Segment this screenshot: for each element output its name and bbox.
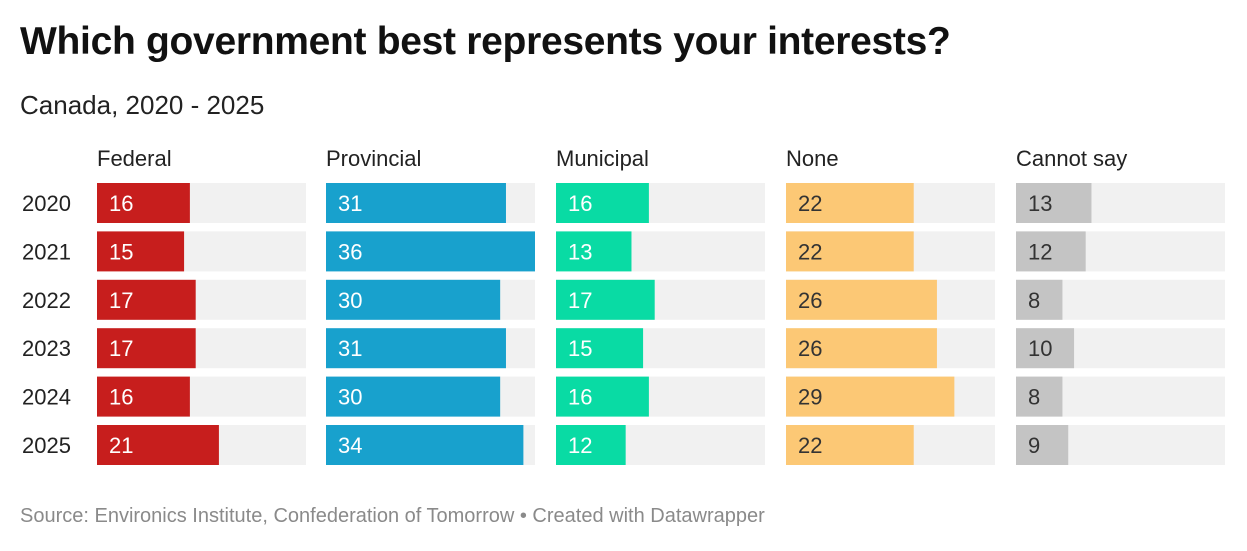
data-label: 22	[798, 239, 822, 264]
bar	[556, 183, 649, 223]
bar	[786, 231, 914, 272]
bar	[1016, 376, 1063, 417]
column-header: Cannot say	[1016, 146, 1127, 171]
chart-title: Which government best represents your in…	[20, 20, 951, 63]
data-label: 12	[568, 433, 592, 458]
chart-subtitle: Canada, 2020 - 2025	[20, 90, 265, 120]
column-header: Municipal	[556, 146, 649, 171]
data-label: 30	[338, 288, 362, 313]
bar	[326, 279, 501, 320]
bar	[97, 183, 190, 223]
data-label: 9	[1028, 433, 1040, 458]
data-label: 16	[109, 385, 133, 410]
data-label: 10	[1028, 336, 1052, 361]
bar	[556, 376, 649, 417]
bar	[556, 279, 655, 320]
bar	[1016, 279, 1063, 320]
bar	[786, 279, 937, 320]
bar	[786, 183, 914, 223]
data-label: 31	[338, 336, 362, 361]
data-label: 26	[798, 288, 822, 313]
bar	[97, 328, 196, 369]
bar	[97, 376, 190, 417]
bar	[556, 231, 632, 272]
data-label: 17	[109, 336, 133, 361]
data-label: 22	[798, 433, 822, 458]
data-label: 17	[109, 288, 133, 313]
column-header: None	[786, 146, 839, 171]
bar	[1016, 231, 1086, 272]
bar	[556, 425, 626, 465]
data-label: 12	[1028, 239, 1052, 264]
bar	[326, 376, 501, 417]
column-header: Federal	[97, 146, 172, 171]
row-label: 2022	[22, 288, 71, 313]
data-label: 22	[798, 191, 822, 216]
data-label: 8	[1028, 288, 1040, 313]
bar	[786, 425, 914, 465]
bar	[97, 231, 185, 272]
bar	[326, 183, 506, 223]
bar	[326, 425, 524, 465]
row-label: 2024	[22, 385, 71, 410]
data-label: 29	[798, 385, 822, 410]
data-label: 16	[109, 191, 133, 216]
bar	[1016, 328, 1075, 369]
bar	[556, 328, 644, 369]
data-label: 21	[109, 433, 133, 458]
data-label: 13	[568, 239, 592, 264]
data-label: 30	[338, 385, 362, 410]
bar	[1016, 425, 1069, 465]
bar	[1016, 183, 1092, 223]
source-note: Source: Environics Institute, Confederat…	[20, 505, 765, 527]
bar	[786, 376, 955, 417]
data-label: 36	[338, 239, 362, 264]
bar	[786, 328, 937, 369]
row-label: 2023	[22, 336, 71, 361]
data-label: 16	[568, 385, 592, 410]
bar	[326, 231, 535, 272]
bar	[97, 425, 219, 465]
data-label: 31	[338, 191, 362, 216]
data-label: 8	[1028, 385, 1040, 410]
row-label: 2020	[22, 191, 71, 216]
data-label: 13	[1028, 191, 1052, 216]
data-label: 34	[338, 433, 362, 458]
data-label: 15	[568, 336, 592, 361]
data-label: 17	[568, 288, 592, 313]
column-header: Provincial	[326, 146, 421, 171]
row-label: 2021	[22, 239, 71, 264]
bar	[97, 279, 196, 320]
row-label: 2025	[22, 433, 71, 458]
data-label: 16	[568, 191, 592, 216]
bar	[326, 328, 506, 369]
data-label: 26	[798, 336, 822, 361]
data-label: 15	[109, 239, 133, 264]
